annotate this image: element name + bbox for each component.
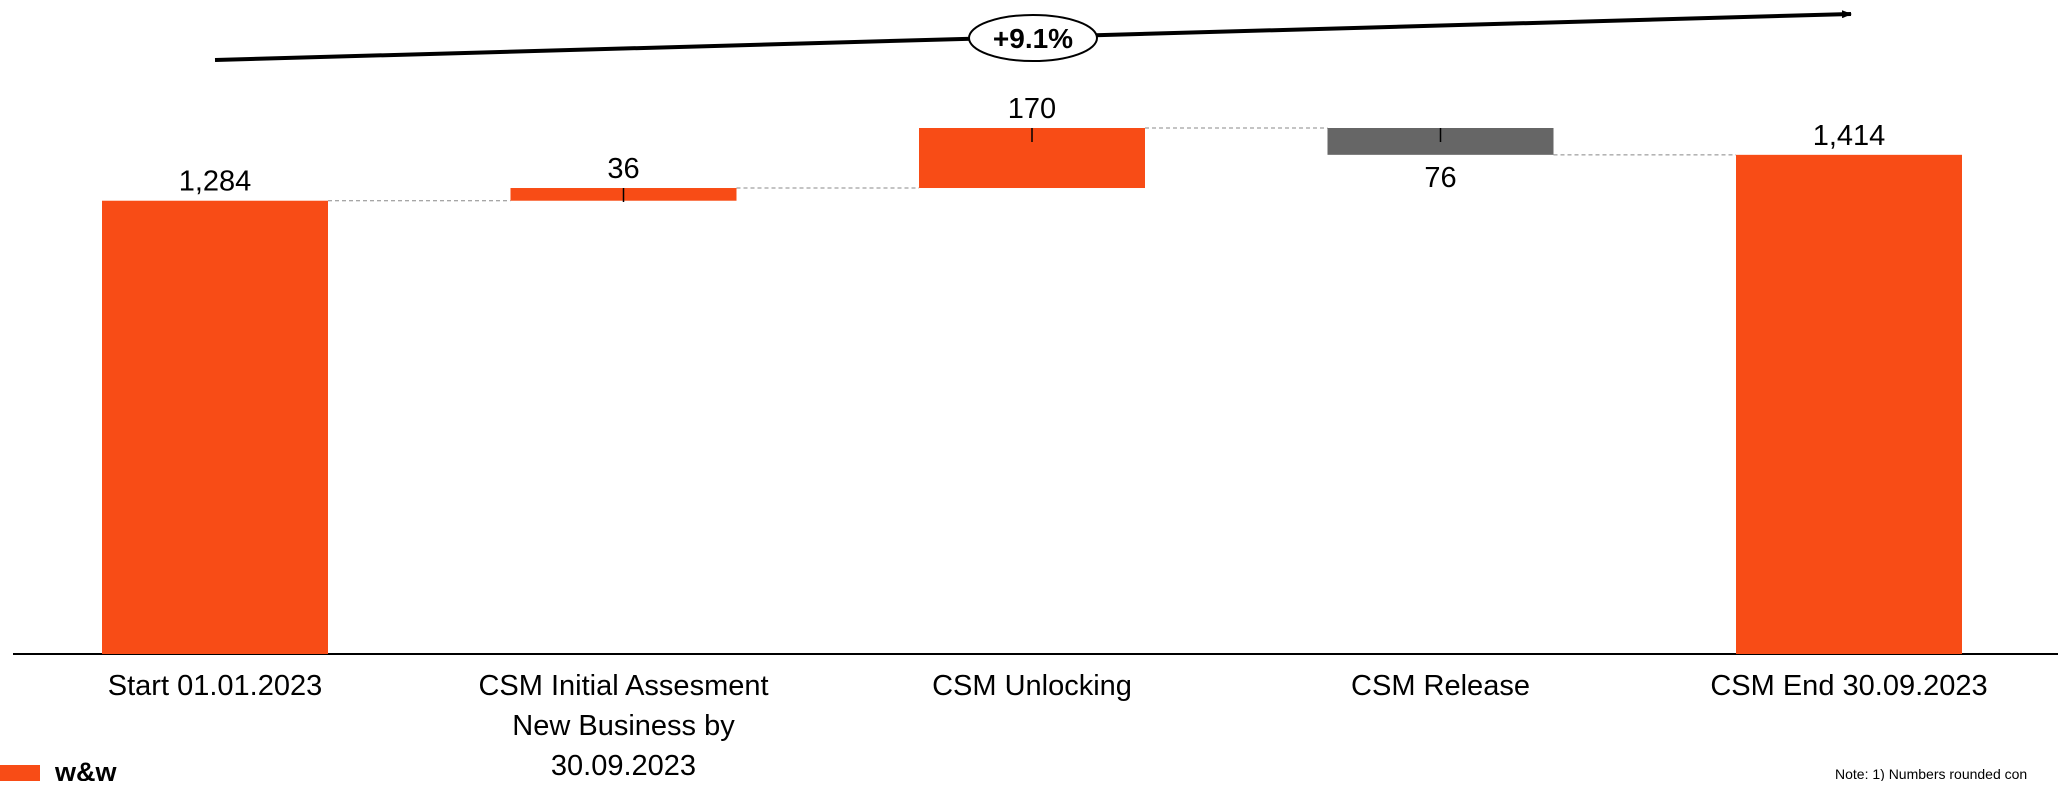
value-label: 36 [607,153,639,185]
value-label: 76 [1424,162,1456,194]
category-label: CSM End 30.09.2023 [1710,670,1988,702]
logo-mark [0,765,40,781]
value-label: 170 [1008,93,1056,125]
bar [102,200,328,654]
logo: w&w [54,757,118,781]
annotation-bubble [968,14,1098,62]
note: Note: 1) Numbers rounded con [1835,766,2027,781]
value-label: 1,414 [1813,120,1886,152]
value-label: 1,284 [179,166,252,198]
category-label: CSM Initial Assesment New Business by 30… [478,670,769,782]
annotation: +9.1% [993,23,1073,54]
category-label: CSM Release [1351,670,1530,702]
category-label: Start 01.01.2023 [107,670,323,702]
category-label: CSM Unlocking [932,670,1132,702]
bar [1736,154,1962,654]
